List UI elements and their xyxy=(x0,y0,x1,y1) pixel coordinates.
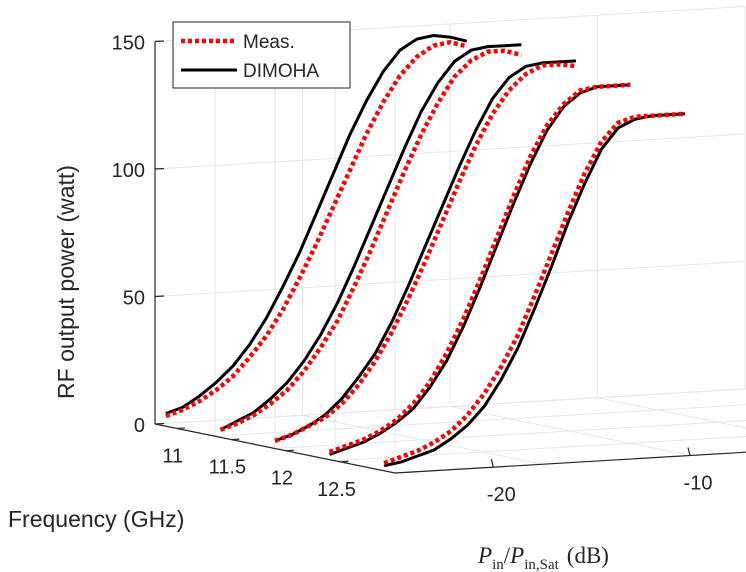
frequency-tick-mark xyxy=(285,449,294,452)
z-axis-label-sub2: in,Sat xyxy=(524,557,559,572)
z-axis-label: Pin/Pin,Sat (dB) xyxy=(477,543,609,572)
power-tick-label: 50 xyxy=(123,288,145,310)
frequency-tick-mark xyxy=(231,438,240,441)
frequency-tick-mark xyxy=(176,427,185,430)
trace-meas xyxy=(219,48,522,432)
y-axis-label: RF output power (watt) xyxy=(53,165,79,399)
frequency-tick-label: 11 xyxy=(162,445,183,467)
frequency-tick-mark xyxy=(340,460,349,463)
grid-line-pin xyxy=(597,15,746,429)
pin-tick-label: -10 xyxy=(684,473,713,495)
trace-meas xyxy=(165,39,468,419)
frequency-axis-line xyxy=(154,423,396,474)
frequency-tick-label: 12.5 xyxy=(317,479,356,501)
trace-dimoha xyxy=(383,112,686,468)
legend-box xyxy=(172,21,351,89)
x-axis-label: Frequency (GHz) xyxy=(8,506,184,532)
grid-line-freq xyxy=(274,66,746,450)
z-axis-label-sub1: in xyxy=(492,557,504,572)
trace-meas xyxy=(383,111,686,466)
frequency-tick-label: 11.5 xyxy=(209,457,246,479)
trace-dimoha xyxy=(165,33,468,415)
z-axis-label-units: (dB) xyxy=(567,543,609,568)
power-tick-label: 0 xyxy=(134,415,145,437)
pin-axis-line xyxy=(394,451,746,474)
z-axis-label-main-2: P xyxy=(509,543,524,568)
power-tick-mark xyxy=(154,40,165,43)
legend-label-meas: Meas. xyxy=(243,32,295,53)
legend: Meas. DIMOHA xyxy=(172,21,351,89)
z-axis-label-slash: / xyxy=(504,543,511,568)
power-tick-mark xyxy=(154,422,165,425)
power-tick-mark xyxy=(154,167,165,170)
power-tick-mark xyxy=(154,295,165,298)
grid-line-pin xyxy=(302,32,543,465)
trace-dimoha xyxy=(274,59,576,443)
trace-meas xyxy=(328,82,631,455)
trace-dimoha xyxy=(328,83,631,456)
trace-dimoha xyxy=(219,43,522,432)
legend-label-dimoha: DIMOHA xyxy=(243,61,319,82)
traces-layer xyxy=(165,33,686,468)
z-axis-label-main: P xyxy=(477,543,492,568)
pin-tick-mark xyxy=(687,447,691,456)
frequency-tick-label: 12 xyxy=(271,468,293,490)
power-tick-label: 150 xyxy=(112,33,145,55)
pin-tick-mark xyxy=(490,459,494,468)
pin-tick-label: -20 xyxy=(487,484,516,506)
trace-meas xyxy=(274,62,577,444)
power-tick-label: 100 xyxy=(112,160,145,182)
